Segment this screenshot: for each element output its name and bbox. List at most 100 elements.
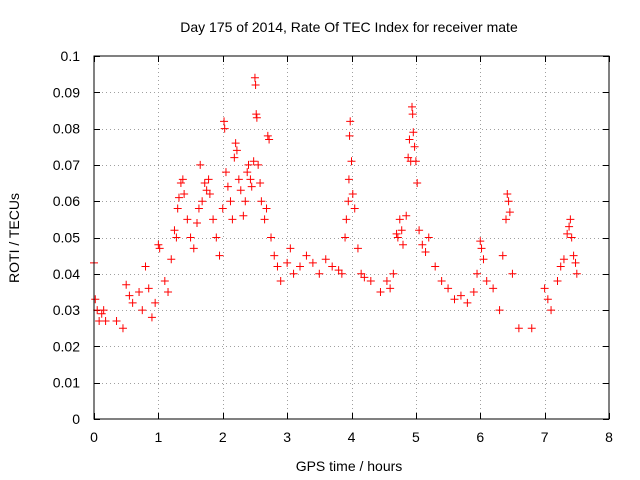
data-point: [202, 186, 211, 195]
data-point: [174, 193, 183, 202]
data-point: [243, 168, 252, 177]
data-point: [194, 204, 203, 213]
y-tick-label: 0.06: [53, 193, 80, 209]
data-point: [421, 248, 430, 257]
x-tick-label: 1: [154, 429, 162, 445]
data-point: [495, 306, 504, 315]
data-point: [286, 244, 295, 253]
data-point: [101, 316, 110, 325]
plot-frame: [93, 55, 610, 420]
data-point: [244, 160, 253, 169]
data-point: [193, 218, 201, 227]
data-point: [437, 277, 446, 286]
data-point: [444, 284, 453, 293]
data-point: [141, 262, 150, 271]
data-point: [476, 237, 485, 246]
y-tick-label: 0.1: [61, 48, 81, 64]
data-point: [395, 215, 404, 224]
data-point: [408, 110, 417, 119]
data-point: [540, 284, 549, 293]
data-point: [215, 251, 224, 260]
data-point: [220, 124, 229, 133]
data-point: [198, 197, 207, 206]
data-point: [411, 157, 420, 166]
data-point: [228, 215, 237, 224]
x-tick-label: 2: [219, 429, 227, 445]
data-point: [212, 233, 221, 242]
data-points: [90, 73, 581, 333]
chart-title: Day 175 of 2014, Rate Of TEC Index for r…: [180, 19, 518, 35]
data-point: [267, 233, 276, 242]
data-point: [252, 110, 261, 119]
data-point: [498, 251, 507, 260]
data-point: [514, 324, 523, 333]
data-point: [263, 131, 272, 140]
data-point: [489, 284, 498, 293]
data-point: [283, 258, 292, 267]
data-point: [527, 324, 536, 333]
data-point: [196, 160, 205, 169]
data-point: [256, 179, 265, 188]
y-axis-label: ROTI / TECUs: [6, 193, 22, 283]
data-point: [503, 189, 512, 198]
data-point: [321, 255, 330, 264]
data-point: [357, 269, 366, 278]
data-point: [502, 215, 510, 224]
data-point: [366, 277, 375, 286]
data-point: [431, 262, 440, 271]
y-tick-label: 0.09: [53, 84, 80, 100]
data-point: [186, 233, 195, 242]
data-point: [504, 197, 513, 206]
data-point: [386, 284, 395, 293]
data-point: [334, 266, 343, 275]
data-point: [209, 215, 218, 224]
data-point: [122, 280, 131, 289]
y-tick-label: 0.08: [53, 121, 80, 137]
data-point: [262, 204, 271, 213]
data-point: [337, 269, 346, 278]
data-point: [341, 233, 350, 242]
x-tick-label: 3: [283, 429, 291, 445]
data-point: [328, 262, 337, 271]
data-point: [178, 175, 187, 184]
data-point: [397, 226, 406, 235]
data-point: [236, 186, 245, 195]
data-point: [270, 251, 279, 260]
data-point: [456, 291, 465, 300]
data-point: [265, 135, 274, 144]
data-point: [346, 117, 355, 126]
data-point: [205, 189, 214, 198]
data-point: [147, 313, 156, 322]
data-point: [302, 251, 311, 260]
data-point: [424, 233, 433, 242]
data-point: [128, 298, 137, 307]
data-point: [249, 157, 258, 166]
x-tick-label: 4: [348, 429, 356, 445]
data-point: [410, 142, 419, 151]
x-tick-label: 5: [412, 429, 420, 445]
data-point: [405, 135, 414, 144]
data-point: [344, 197, 353, 206]
data-point: [566, 215, 575, 224]
data-point: [204, 175, 213, 184]
data-point: [250, 73, 259, 82]
axis-ticks: [94, 56, 610, 420]
data-point: [505, 208, 514, 217]
data-point: [350, 204, 359, 213]
data-point: [543, 295, 552, 304]
data-point: [559, 255, 568, 264]
data-point: [273, 262, 282, 271]
y-tick-label: 0.01: [53, 375, 80, 391]
data-point: [344, 175, 353, 184]
data-point: [556, 262, 565, 271]
data-point: [223, 182, 232, 191]
data-point: [409, 128, 418, 137]
data-point: [144, 284, 153, 293]
x-tick-label: 8: [605, 429, 613, 445]
data-point: [389, 269, 398, 278]
data-point: [247, 182, 256, 191]
axis-tick-labels: 0 1 2 3 4 5 6 7 8 0 0.01 0.02 0.03 0.04 0.05 0.06 0.07 0.…: [53, 48, 613, 445]
data-point: [353, 244, 362, 253]
data-point: [221, 168, 230, 177]
